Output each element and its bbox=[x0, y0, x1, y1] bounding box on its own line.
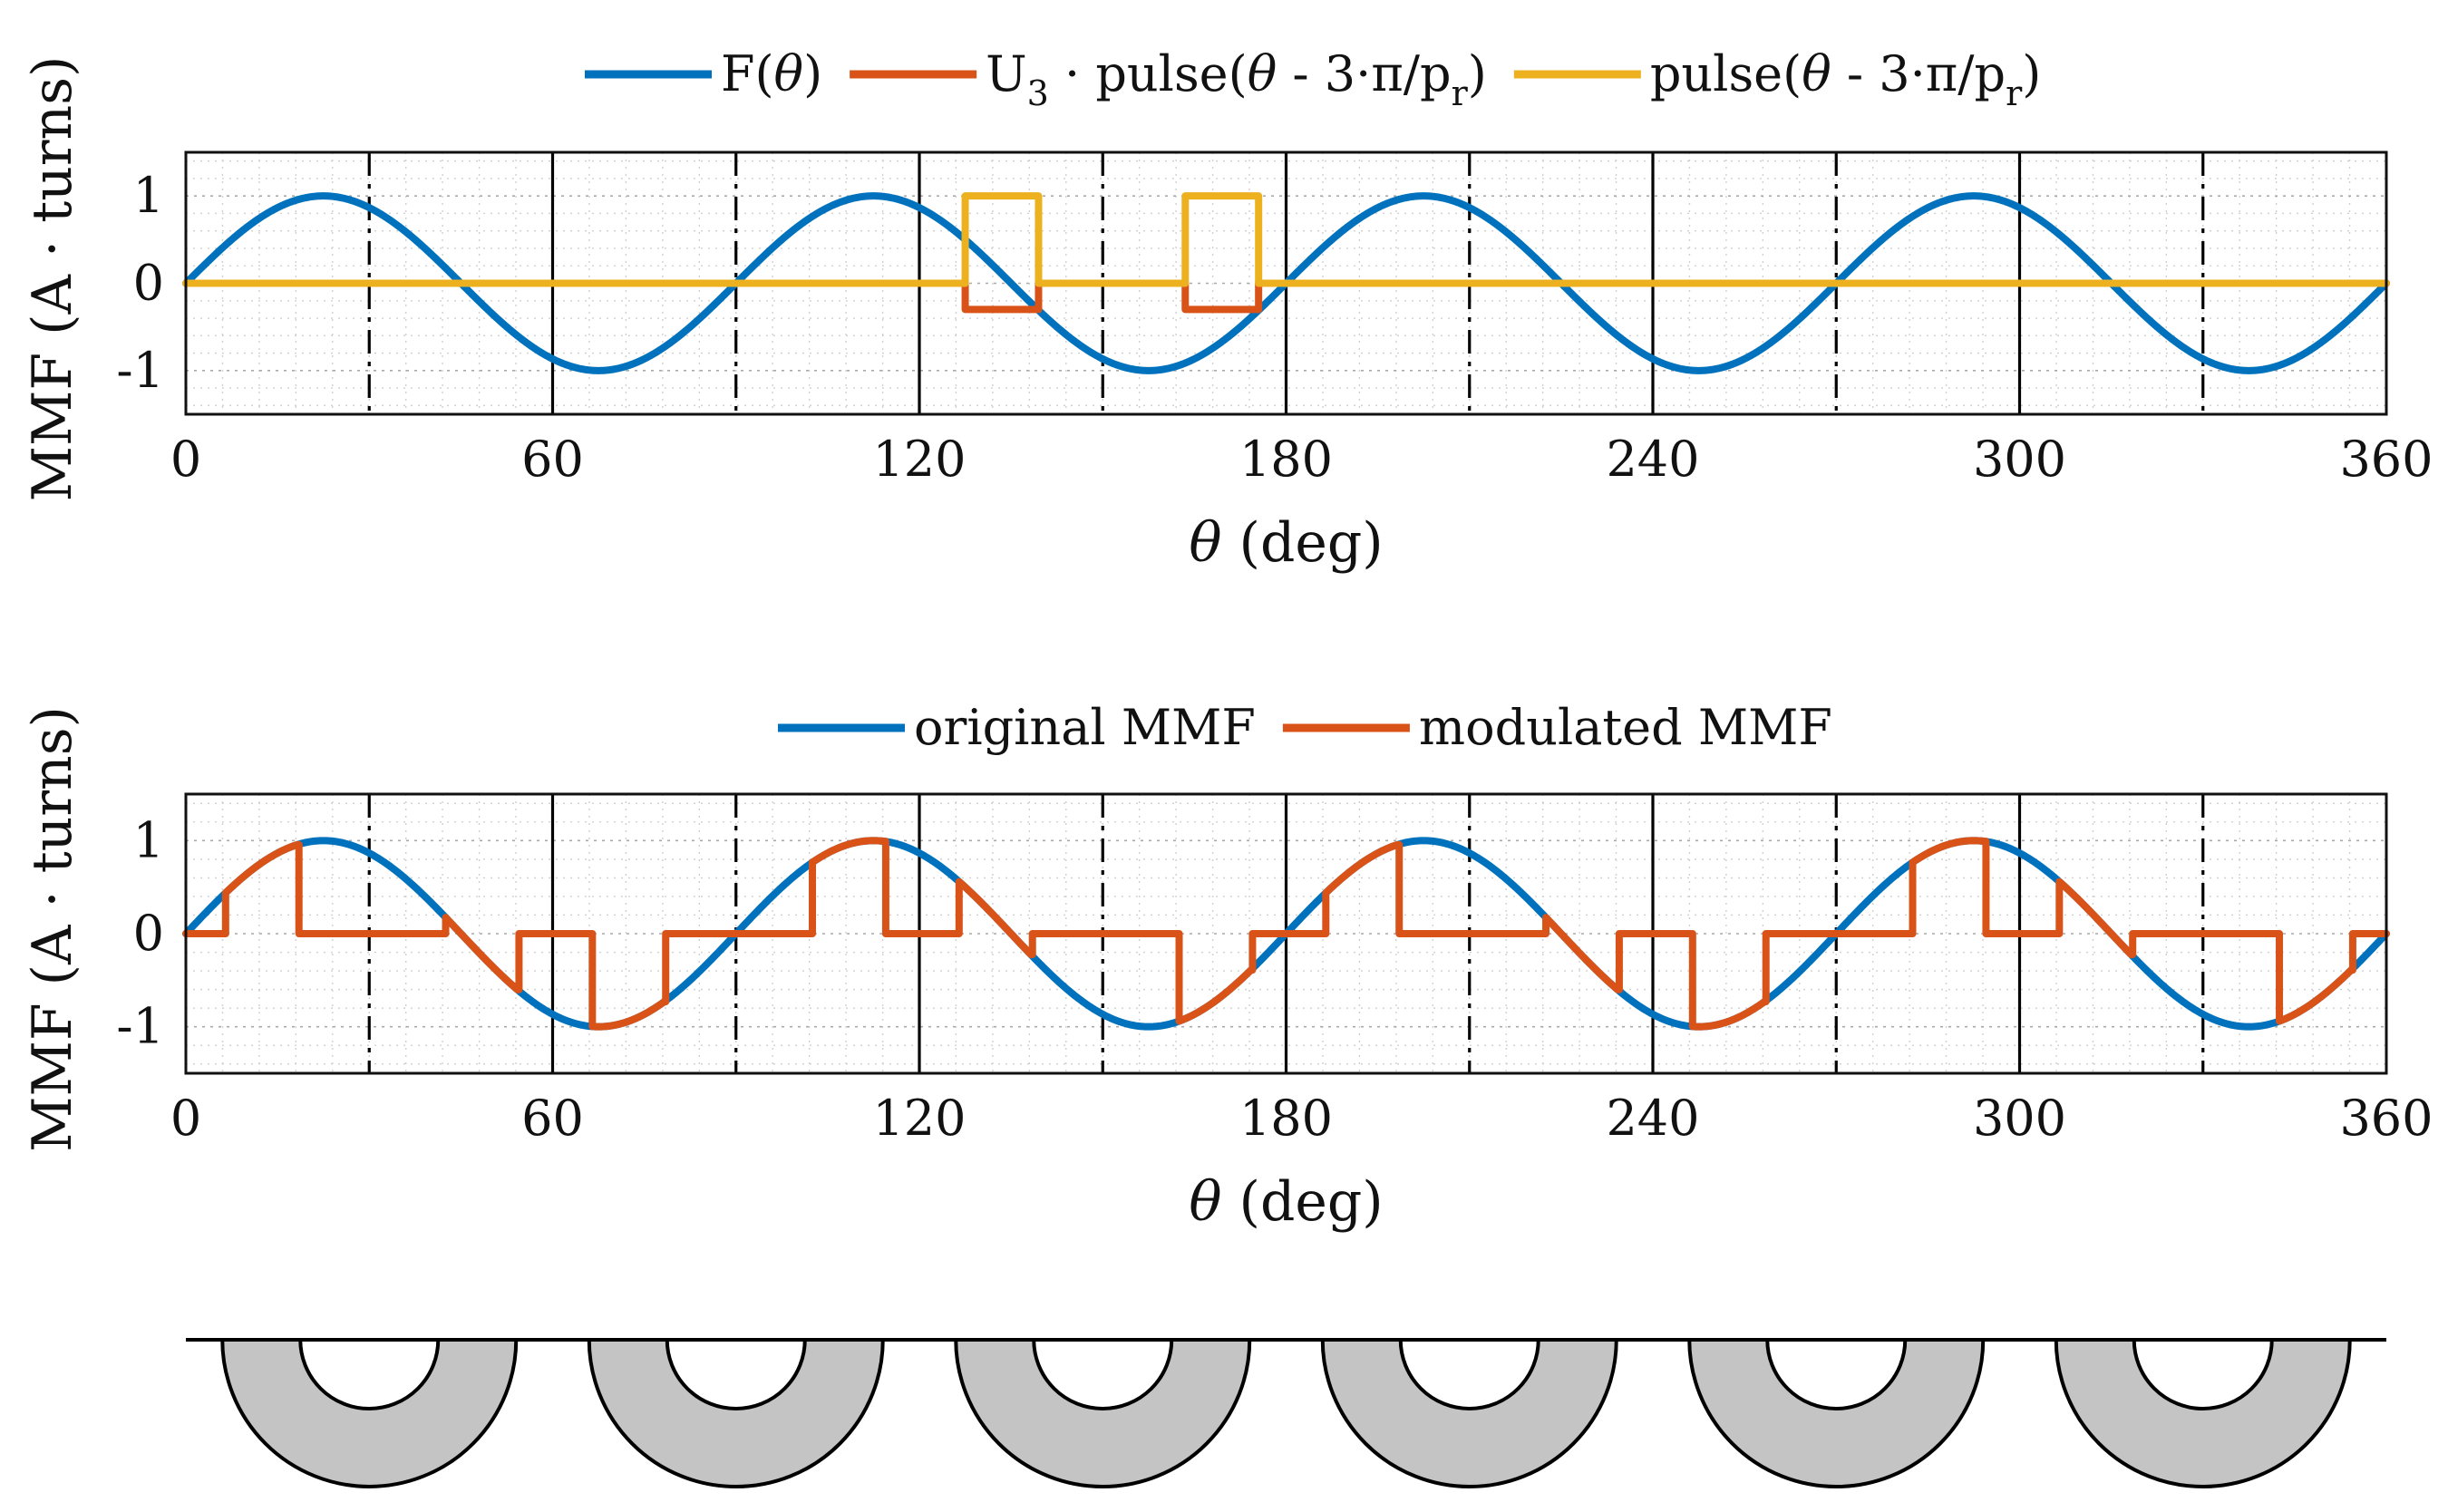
top-chart-axes-box bbox=[184, 150, 2388, 416]
x-tick-label: 180 bbox=[1239, 431, 1333, 488]
x-tick-label: 180 bbox=[1239, 1090, 1333, 1147]
top-chart-series bbox=[182, 192, 2390, 374]
y-tick-label: 0 bbox=[133, 255, 164, 312]
x-tick-label: 60 bbox=[521, 431, 584, 488]
y-tick-label: 1 bbox=[133, 167, 164, 224]
rotor-schematic bbox=[186, 1338, 2386, 1488]
rotor-pole-shape bbox=[2054, 1338, 2352, 1488]
rotor-pole-shape bbox=[220, 1338, 519, 1488]
bottom-chart-axes-box bbox=[184, 792, 2388, 1075]
rotor-pole-shape bbox=[1687, 1338, 1986, 1488]
x-tick-label: 240 bbox=[1606, 1090, 1699, 1147]
bottom-chart-legend: original MMF modulated MMF bbox=[778, 699, 1832, 756]
series-pulse bbox=[182, 192, 2390, 287]
x-tick-label: 0 bbox=[170, 1090, 201, 1147]
bottom-chart-series bbox=[182, 837, 2390, 1031]
x-tick-label: 240 bbox=[1606, 431, 1699, 488]
y-tick-label: 1 bbox=[133, 811, 164, 868]
legend-pulse-label: pulse(θ - 3·π/pr) bbox=[1650, 45, 2041, 113]
series-modulated-mmf bbox=[182, 837, 2390, 1031]
x-tick-label: 360 bbox=[2339, 1090, 2433, 1147]
legend-modulated-label: modulated MMF bbox=[1419, 699, 1832, 756]
x-tick-label: 60 bbox=[521, 1090, 584, 1147]
rotor-pole-shape bbox=[954, 1338, 1252, 1488]
x-tick-label: 300 bbox=[1973, 1090, 2066, 1147]
x-tick-label: 120 bbox=[872, 431, 966, 488]
x-tick-label: 120 bbox=[872, 1090, 966, 1147]
x-tick-label: 0 bbox=[170, 431, 201, 488]
legend-original-label: original MMF bbox=[914, 699, 1256, 756]
y-tick-label: -1 bbox=[116, 342, 164, 399]
top-chart-x-axis-label: θ (deg) bbox=[1189, 511, 1383, 575]
bottom-chart-y-axis-label: MMF (A · turns) bbox=[21, 706, 84, 1152]
rotor-pole-shape bbox=[1320, 1338, 1618, 1488]
legend-F-label: F(θ) bbox=[721, 45, 822, 102]
rotor-pole-shape bbox=[587, 1338, 885, 1488]
bottom-chart-x-axis-label: θ (deg) bbox=[1189, 1170, 1383, 1234]
top-chart-y-axis-label: MMF (A · turns) bbox=[21, 56, 84, 502]
x-tick-label: 300 bbox=[1973, 431, 2066, 488]
y-tick-label: -1 bbox=[116, 998, 164, 1055]
x-tick-label: 360 bbox=[2339, 431, 2433, 488]
top-chart-legend: F(θ) U3 · pulse(θ - 3·π/pr) pulse(θ - 3·… bbox=[585, 45, 2041, 113]
y-tick-label: 0 bbox=[133, 905, 164, 962]
legend-U3pulse-label: U3 · pulse(θ - 3·π/pr) bbox=[986, 45, 1487, 113]
x-axis-label-unit bbox=[1221, 511, 1239, 575]
